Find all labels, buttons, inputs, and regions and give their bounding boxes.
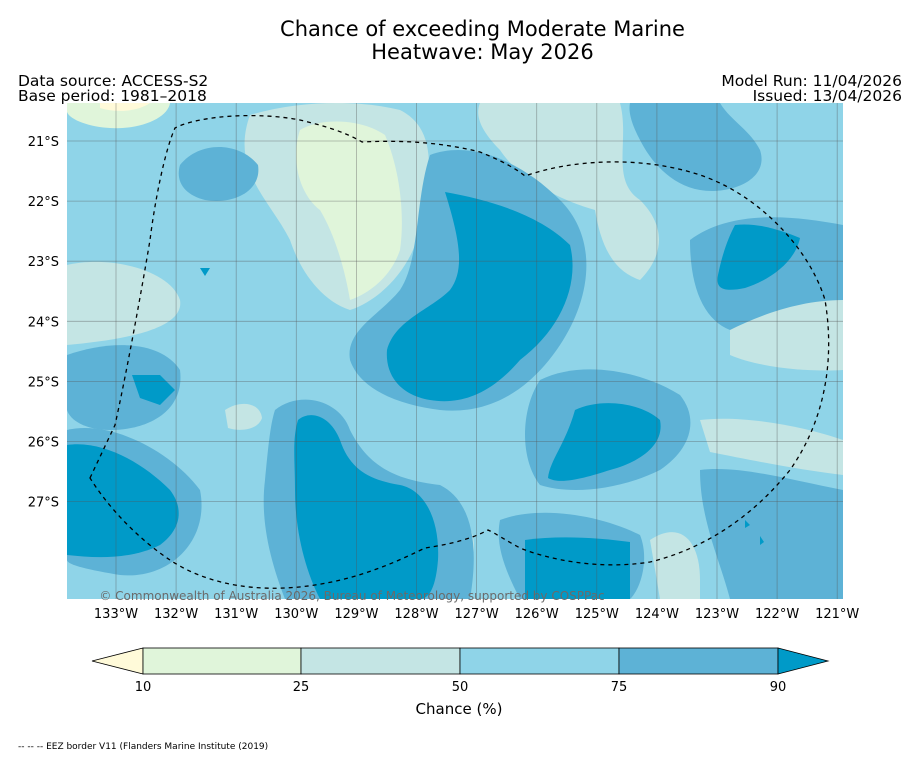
latitude-label: 24°S: [28, 315, 59, 330]
contour-lt10-sliver: [100, 103, 150, 111]
colorbar-tick-label: 50: [451, 680, 469, 695]
issued-text: Issued: 13/04/2026: [752, 87, 902, 105]
contour-gt90-east: [717, 224, 800, 290]
latitude-ticks: 21°S 22°S 23°S 24°S 25°S 26°S 27°S: [28, 135, 59, 511]
contour-75-90-west: [67, 345, 181, 430]
contour-gt90-southwest: [67, 444, 179, 558]
colorbar-segment-50-75: [459, 647, 620, 675]
contour-25-50-small: [225, 403, 262, 430]
contour-field: [67, 103, 843, 599]
contour-75-90-far-southeast: [700, 469, 843, 599]
contour-10-25-central: [296, 121, 402, 300]
longitude-label: 130°W: [274, 607, 318, 622]
colorbar-lt10-arrow: [91, 647, 144, 675]
latitude-label: 27°S: [28, 496, 59, 511]
colorbar: [91, 647, 830, 675]
base-period-text: Base period: 1981–2018: [18, 87, 207, 105]
longitude-label: 126°W: [515, 607, 559, 622]
longitude-label: 121°W: [815, 607, 859, 622]
contour-10-25-northwest: [67, 103, 170, 129]
longitude-label: 128°W: [394, 607, 438, 622]
colorbar-segment-25-50: [300, 647, 461, 675]
eez-footnote: -- -- -- EEZ border V11 (Flanders Marine…: [18, 742, 269, 752]
longitude-label: 124°W: [635, 607, 679, 622]
latitude-label: 22°S: [28, 195, 59, 210]
latitude-label: 23°S: [28, 255, 59, 270]
copyright-text: © Commonwealth of Australia 2026, Bureau…: [99, 589, 604, 603]
contour-gt90-west-small: [132, 375, 175, 405]
contour-gt90-southeast: [548, 403, 661, 481]
graticule: [67, 103, 843, 599]
contour-25-50-southeast: [700, 418, 843, 475]
data-info-left: Data source: ACCESS-S2 Base period: 1981…: [18, 72, 209, 105]
contour-gt90-central: [386, 192, 573, 402]
longitude-label: 123°W: [695, 607, 739, 622]
contour-gt90-south-central: [294, 415, 439, 599]
longitude-label: 127°W: [455, 607, 499, 622]
eez-border-line: [89, 114, 830, 589]
title-line-1: Chance of exceeding Moderate Marine: [280, 17, 685, 41]
longitude-label: 122°W: [755, 607, 799, 622]
latitude-label: 21°S: [28, 135, 59, 150]
data-source-text: Data source: ACCESS-S2: [18, 72, 209, 90]
contour-gt90-south: [525, 537, 630, 599]
model-run-text: Model Run: 11/04/2026: [721, 72, 902, 90]
contour-75-90-northwest: [178, 146, 259, 201]
data-info-right: Model Run: 11/04/2026 Issued: 13/04/2026: [721, 72, 902, 105]
longitude-label: 125°W: [575, 607, 619, 622]
latitude-label: 26°S: [28, 436, 59, 451]
chart-title: Chance of exceeding Moderate Marine Heat…: [0, 18, 919, 64]
contour-25-50-north-east: [478, 103, 659, 280]
contour-gt90-specks: [745, 520, 764, 545]
longitude-label: 131°W: [214, 607, 258, 622]
colorbar-gt90-arrow: [777, 647, 830, 675]
colorbar-segment-75-90: [618, 647, 779, 675]
colorbar-title: Chance (%): [415, 700, 503, 718]
longitude-label: 132°W: [154, 607, 198, 622]
title-line-2: Heatwave: May 2026: [371, 40, 594, 64]
colorbar-tick-label: 10: [134, 680, 152, 695]
latitude-label: 25°S: [28, 375, 59, 390]
colorbar-tick-label: 25: [292, 680, 310, 695]
contour-25-50-west: [67, 261, 181, 345]
longitude-label: 133°W: [94, 607, 138, 622]
colorbar-segment-10-25: [142, 647, 302, 675]
colorbar-tick-label: 90: [769, 680, 787, 695]
contour-gt90-dot: [200, 268, 210, 276]
contour-75-90-north: [629, 103, 762, 191]
longitude-label: 129°W: [334, 607, 378, 622]
colorbar-tick-label: 75: [610, 680, 628, 695]
longitude-ticks: 133°W 132°W 131°W 130°W 129°W 128°W 127°W 126°W…: [94, 607, 860, 622]
